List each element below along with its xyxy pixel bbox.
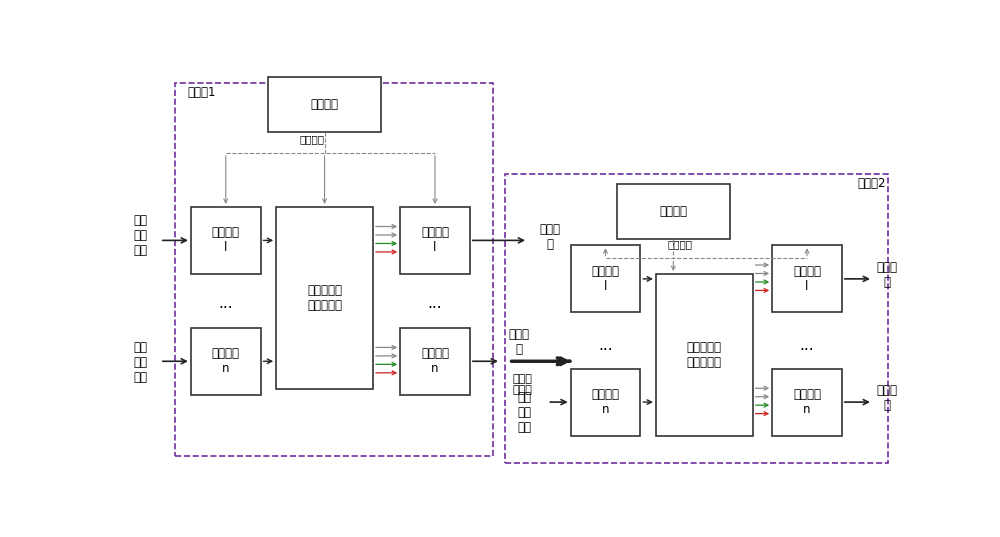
Text: 视频输
出: 视频输 出: [509, 328, 530, 356]
Bar: [772, 245, 842, 313]
Bar: [400, 207, 470, 274]
Text: 主控单元: 主控单元: [311, 98, 339, 111]
Text: 视频输
出: 视频输 出: [540, 222, 561, 251]
Text: 采集单元
l: 采集单元 l: [592, 265, 620, 293]
Bar: [772, 368, 842, 436]
Text: 控制信号: 控制信号: [299, 134, 324, 144]
Bar: [268, 77, 381, 132]
Text: ···: ···: [428, 301, 442, 316]
Text: ···: ···: [598, 343, 613, 358]
Text: 采集
视频
输入: 采集 视频 输入: [517, 391, 531, 434]
Text: 采集单元
n: 采集单元 n: [212, 347, 240, 375]
Text: 采集
视频
输入: 采集 视频 输入: [134, 214, 148, 257]
Bar: [617, 184, 730, 239]
Text: 控制信号: 控制信号: [668, 240, 692, 249]
Bar: [191, 328, 261, 395]
Bar: [175, 83, 493, 456]
Text: 采集
视频
输入: 采集 视频 输入: [134, 341, 148, 384]
Text: 主控单元: 主控单元: [659, 205, 687, 218]
Text: ···: ···: [800, 343, 814, 358]
Bar: [400, 328, 470, 395]
Text: 采集单元
n: 采集单元 n: [592, 388, 620, 416]
Text: 输出单元
l: 输出单元 l: [793, 265, 821, 293]
Bar: [656, 274, 753, 436]
Bar: [571, 368, 640, 436]
Text: 采集视
频输入: 采集视 频输入: [512, 374, 532, 395]
Bar: [505, 174, 888, 462]
Text: 视频输
出: 视频输 出: [877, 261, 898, 289]
Bar: [191, 207, 261, 274]
Text: 采集单元
l: 采集单元 l: [212, 227, 240, 255]
Text: 输出单元
n: 输出单元 n: [793, 388, 821, 416]
Bar: [571, 245, 640, 313]
Bar: [276, 207, 373, 389]
Text: 高速串行信
号交叉单元: 高速串行信 号交叉单元: [307, 284, 342, 312]
Text: 输出单元
l: 输出单元 l: [421, 227, 449, 255]
Text: 处理器2: 处理器2: [857, 177, 886, 190]
Text: ···: ···: [218, 301, 233, 316]
Text: 处理器1: 处理器1: [187, 86, 216, 99]
Text: 高速串行信
号交叉单元: 高速串行信 号交叉单元: [687, 341, 722, 369]
Text: 输出单元
n: 输出单元 n: [421, 347, 449, 375]
Text: 视频输
出: 视频输 出: [877, 384, 898, 412]
